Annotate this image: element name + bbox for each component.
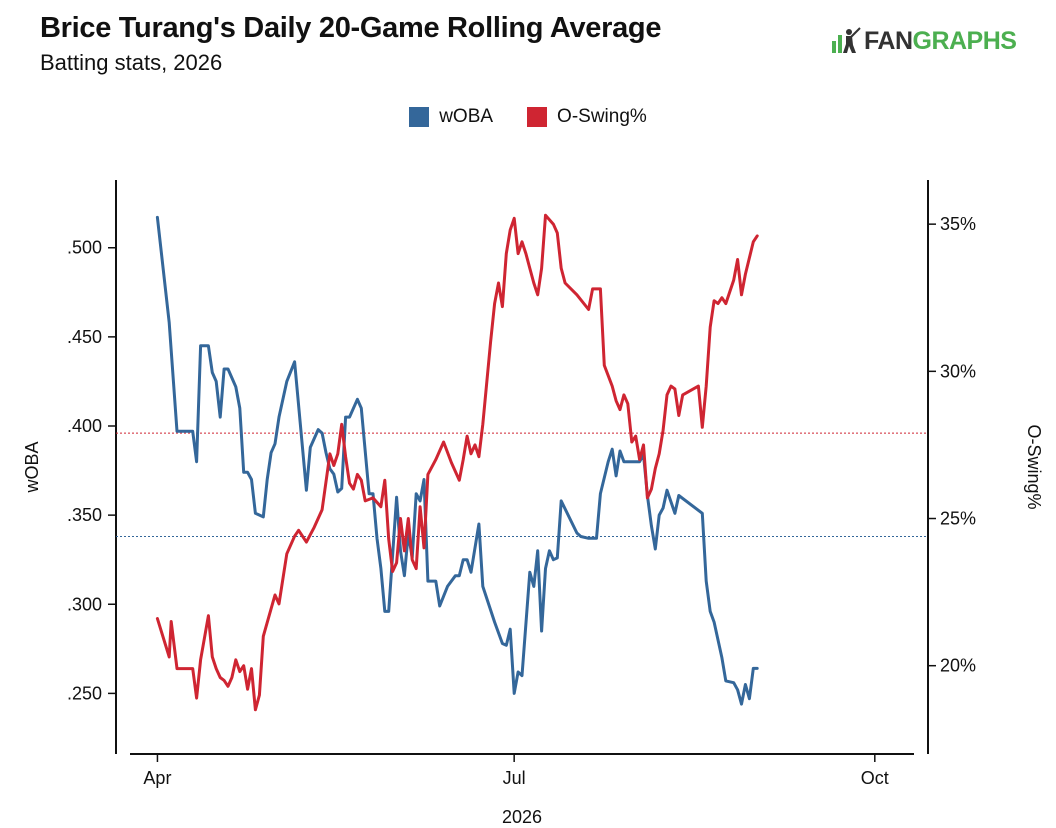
y-ticks-right: 20% 25% 30% 35% <box>928 214 976 676</box>
legend-item-oswing[interactable]: O-Swing% <box>527 106 647 128</box>
y-axis-label-left: wOBA <box>22 441 42 493</box>
chart-title: Brice Turang's Daily 20-Game Rolling Ave… <box>40 12 662 44</box>
legend-label-oswing: O-Swing% <box>557 106 647 127</box>
y-tick-label-right: 30% <box>940 361 976 381</box>
y-tick-label-left: .500 <box>67 238 102 258</box>
series-line-oswing[interactable] <box>155 213 759 712</box>
legend-label-woba: wOBA <box>439 106 494 127</box>
chart-subtitle: Batting stats, 2026 <box>40 50 223 75</box>
y-tick-label-left: .300 <box>67 594 102 614</box>
y-tick-label-left: .450 <box>67 327 102 347</box>
y-ticks-left: .250 .300 .350 .400 .450 .500 <box>67 238 116 703</box>
legend-swatch-oswing <box>527 107 548 127</box>
x-tick-label: Jul <box>503 768 526 788</box>
y-tick-label-right: 35% <box>940 214 976 234</box>
x-axis-label: 2026 <box>502 807 542 827</box>
logo-text-fan: FAN <box>864 26 913 55</box>
y-tick-label-right: 20% <box>940 656 976 676</box>
x-ticks: Apr Jul Oct <box>143 754 889 788</box>
y-tick-label-left: .250 <box>67 683 102 703</box>
reference-lines <box>116 432 928 538</box>
fangraphs-logo[interactable]: FAN GRAPHS <box>832 24 1017 58</box>
x-tick-label: Apr <box>143 768 171 788</box>
legend: wOBA O-Swing% <box>0 106 1056 128</box>
x-tick-label: Oct <box>861 768 889 788</box>
y-tick-label-left: .400 <box>67 416 102 436</box>
logo-text-graphs: GRAPHS <box>912 26 1017 55</box>
legend-swatch-woba <box>409 107 430 127</box>
y-axis-label-right: O-Swing% <box>1024 424 1044 509</box>
y-tick-label-right: 25% <box>940 509 976 529</box>
series-line-woba[interactable] <box>155 215 759 706</box>
legend-item-woba[interactable]: wOBA <box>409 106 493 128</box>
y-tick-label-left: .350 <box>67 505 102 525</box>
fangraphs-batter-icon <box>832 27 862 55</box>
